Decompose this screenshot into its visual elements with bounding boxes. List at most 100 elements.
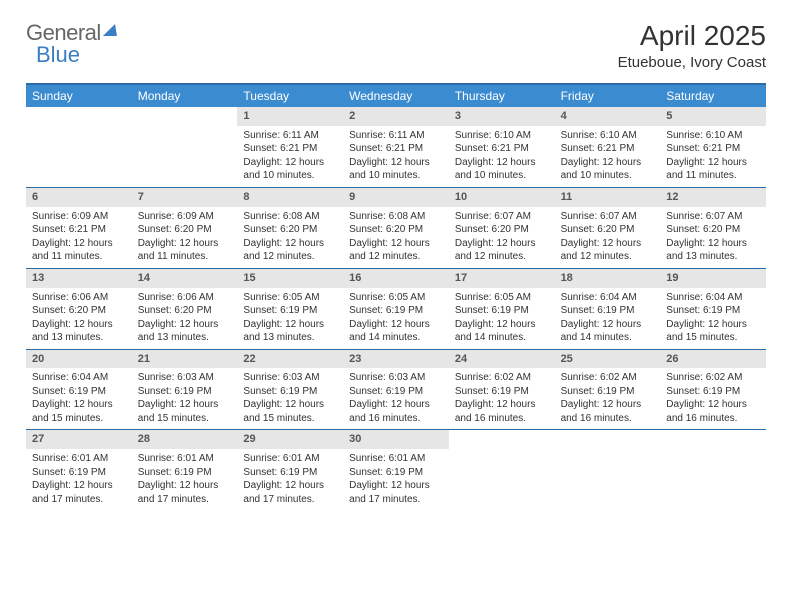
daylight-text: Daylight: 12 hours and 17 minutes. bbox=[138, 479, 232, 506]
sunrise-text: Sunrise: 6:11 AM bbox=[349, 129, 443, 143]
day-cell: 25Sunrise: 6:02 AMSunset: 6:19 PMDayligh… bbox=[555, 350, 661, 430]
day-number: 3 bbox=[449, 107, 555, 126]
day-body: Sunrise: 6:05 AMSunset: 6:19 PMDaylight:… bbox=[237, 288, 343, 349]
daylight-text: Daylight: 12 hours and 10 minutes. bbox=[349, 156, 443, 183]
day-cell: 18Sunrise: 6:04 AMSunset: 6:19 PMDayligh… bbox=[555, 269, 661, 349]
day-number: 25 bbox=[555, 350, 661, 369]
day-cell: 26 Sunrise: 6:02 AMSunset: 6:19 PMDayligh… bbox=[660, 350, 766, 430]
day-cell: 3Sunrise: 6:10 AMSunset: 6:21 PMDaylight… bbox=[449, 107, 555, 187]
sunrise-text: Sunrise: 6:01 AM bbox=[349, 452, 443, 466]
sunrise-text: Sunrise: 6:06 AM bbox=[32, 291, 126, 305]
day-body: Sunrise: 6:11 AMSunset: 6:21 PMDaylight:… bbox=[237, 126, 343, 187]
sunrise-text: Sunrise: 6:07 AM bbox=[666, 210, 760, 224]
day-cell: 24Sunrise: 6:02 AMSunset: 6:19 PMDayligh… bbox=[449, 350, 555, 430]
day-number: 10 bbox=[449, 188, 555, 207]
day-number: 23 bbox=[343, 350, 449, 369]
sunset-text: Sunset: 6:20 PM bbox=[666, 223, 760, 237]
sunrise-text: Sunrise: 6:03 AM bbox=[243, 371, 337, 385]
week-row: 20Sunrise: 6:04 AMSunset: 6:19 PMDayligh… bbox=[26, 349, 766, 430]
sunset-text: Sunset: 6:20 PM bbox=[349, 223, 443, 237]
daylight-text: Daylight: 12 hours and 16 minutes. bbox=[666, 398, 760, 425]
sunrise-text: Sunrise: 6:04 AM bbox=[32, 371, 126, 385]
daylight-text: Daylight: 12 hours and 16 minutes. bbox=[455, 398, 549, 425]
day-body: Sunrise: 6:01 AMSunset: 6:19 PMDaylight:… bbox=[26, 449, 132, 510]
sunrise-text: Sunrise: 6:02 AM bbox=[455, 371, 549, 385]
weekday-friday: Friday bbox=[555, 85, 661, 107]
day-body: Sunrise: 6:07 AMSunset: 6:20 PMDaylight:… bbox=[660, 207, 766, 268]
day-number: 22 bbox=[237, 350, 343, 369]
day-body: Sunrise: 6:06 AMSunset: 6:20 PMDaylight:… bbox=[26, 288, 132, 349]
day-cell: 2Sunrise: 6:11 AMSunset: 6:21 PMDaylight… bbox=[343, 107, 449, 187]
sunrise-text: Sunrise: 6:06 AM bbox=[138, 291, 232, 305]
sunset-text: Sunset: 6:21 PM bbox=[666, 142, 760, 156]
day-cell: 6Sunrise: 6:09 AMSunset: 6:21 PMDaylight… bbox=[26, 188, 132, 268]
day-number: 2 bbox=[343, 107, 449, 126]
title-block: April 2025 Etueboue, Ivory Coast bbox=[618, 20, 766, 71]
sunrise-text: Sunrise: 6:10 AM bbox=[455, 129, 549, 143]
sunrise-text: Sunrise: 6:02 AM bbox=[666, 371, 760, 385]
sunset-text: Sunset: 6:21 PM bbox=[32, 223, 126, 237]
sunrise-text: Sunrise: 6:01 AM bbox=[243, 452, 337, 466]
daylight-text: Daylight: 12 hours and 12 minutes. bbox=[455, 237, 549, 264]
day-body: Sunrise: 6:10 AMSunset: 6:21 PMDaylight:… bbox=[555, 126, 661, 187]
sunset-text: Sunset: 6:19 PM bbox=[455, 385, 549, 399]
sunrise-text: Sunrise: 6:05 AM bbox=[455, 291, 549, 305]
day-number: 27 bbox=[26, 430, 132, 449]
sunrise-text: Sunrise: 6:03 AM bbox=[138, 371, 232, 385]
week-row: 6Sunrise: 6:09 AMSunset: 6:21 PMDaylight… bbox=[26, 187, 766, 268]
daylight-text: Daylight: 12 hours and 16 minutes. bbox=[561, 398, 655, 425]
daylight-text: Daylight: 12 hours and 14 minutes. bbox=[349, 318, 443, 345]
day-cell: 27Sunrise: 6:01 AMSunset: 6:19 PMDayligh… bbox=[26, 430, 132, 510]
day-cell: 7Sunrise: 6:09 AMSunset: 6:20 PMDaylight… bbox=[132, 188, 238, 268]
day-cell: 4Sunrise: 6:10 AMSunset: 6:21 PMDaylight… bbox=[555, 107, 661, 187]
sunset-text: Sunset: 6:19 PM bbox=[138, 385, 232, 399]
sunrise-text: Sunrise: 6:07 AM bbox=[561, 210, 655, 224]
day-body: Sunrise: 6:01 AMSunset: 6:19 PMDaylight:… bbox=[343, 449, 449, 510]
month-title: April 2025 bbox=[618, 20, 766, 52]
day-number: 5 bbox=[660, 107, 766, 126]
day-number: 26 bbox=[660, 350, 766, 369]
weekday-wednesday: Wednesday bbox=[343, 85, 449, 107]
daylight-text: Daylight: 12 hours and 15 minutes. bbox=[666, 318, 760, 345]
sunset-text: Sunset: 6:19 PM bbox=[138, 466, 232, 480]
daylight-text: Daylight: 12 hours and 11 minutes. bbox=[138, 237, 232, 264]
logo-text-blue: Blue bbox=[36, 42, 80, 68]
week-row: 13Sunrise: 6:06 AMSunset: 6:20 PMDayligh… bbox=[26, 268, 766, 349]
day-cell bbox=[555, 430, 661, 510]
sunset-text: Sunset: 6:21 PM bbox=[455, 142, 549, 156]
day-number: 20 bbox=[26, 350, 132, 369]
day-body: Sunrise: 6:08 AMSunset: 6:20 PMDaylight:… bbox=[343, 207, 449, 268]
day-number: 11 bbox=[555, 188, 661, 207]
day-cell: 13Sunrise: 6:06 AMSunset: 6:20 PMDayligh… bbox=[26, 269, 132, 349]
day-cell: 11Sunrise: 6:07 AMSunset: 6:20 PMDayligh… bbox=[555, 188, 661, 268]
sunrise-text: Sunrise: 6:04 AM bbox=[666, 291, 760, 305]
sunset-text: Sunset: 6:19 PM bbox=[666, 385, 760, 399]
daylight-text: Daylight: 12 hours and 11 minutes. bbox=[32, 237, 126, 264]
daylight-text: Daylight: 12 hours and 13 minutes. bbox=[243, 318, 337, 345]
sunrise-text: Sunrise: 6:09 AM bbox=[138, 210, 232, 224]
sunset-text: Sunset: 6:19 PM bbox=[32, 385, 126, 399]
daylight-text: Daylight: 12 hours and 14 minutes. bbox=[561, 318, 655, 345]
sunset-text: Sunset: 6:19 PM bbox=[349, 385, 443, 399]
daylight-text: Daylight: 12 hours and 12 minutes. bbox=[243, 237, 337, 264]
sunset-text: Sunset: 6:20 PM bbox=[243, 223, 337, 237]
day-body: Sunrise: 6:04 AMSunset: 6:19 PMDaylight:… bbox=[660, 288, 766, 349]
sunset-text: Sunset: 6:19 PM bbox=[349, 466, 443, 480]
week-row: 1Sunrise: 6:11 AMSunset: 6:21 PMDaylight… bbox=[26, 107, 766, 187]
sunrise-text: Sunrise: 6:03 AM bbox=[349, 371, 443, 385]
day-number: 12 bbox=[660, 188, 766, 207]
sunset-text: Sunset: 6:21 PM bbox=[561, 142, 655, 156]
day-cell: 1Sunrise: 6:11 AMSunset: 6:21 PMDaylight… bbox=[237, 107, 343, 187]
day-cell: 12Sunrise: 6:07 AMSunset: 6:20 PMDayligh… bbox=[660, 188, 766, 268]
day-body: Sunrise: 6:02 AMSunset: 6:19 PMDaylight:… bbox=[555, 368, 661, 429]
day-cell: 29Sunrise: 6:01 AMSunset: 6:19 PMDayligh… bbox=[237, 430, 343, 510]
daylight-text: Daylight: 12 hours and 13 minutes. bbox=[32, 318, 126, 345]
daylight-text: Daylight: 12 hours and 17 minutes. bbox=[349, 479, 443, 506]
sunrise-text: Sunrise: 6:07 AM bbox=[455, 210, 549, 224]
daylight-text: Daylight: 12 hours and 17 minutes. bbox=[32, 479, 126, 506]
sunset-text: Sunset: 6:19 PM bbox=[243, 466, 337, 480]
sunrise-text: Sunrise: 6:11 AM bbox=[243, 129, 337, 143]
daylight-text: Daylight: 12 hours and 12 minutes. bbox=[349, 237, 443, 264]
day-body: Sunrise: 6:07 AMSunset: 6:20 PMDaylight:… bbox=[449, 207, 555, 268]
day-body: Sunrise: 6:01 AMSunset: 6:19 PMDaylight:… bbox=[237, 449, 343, 510]
